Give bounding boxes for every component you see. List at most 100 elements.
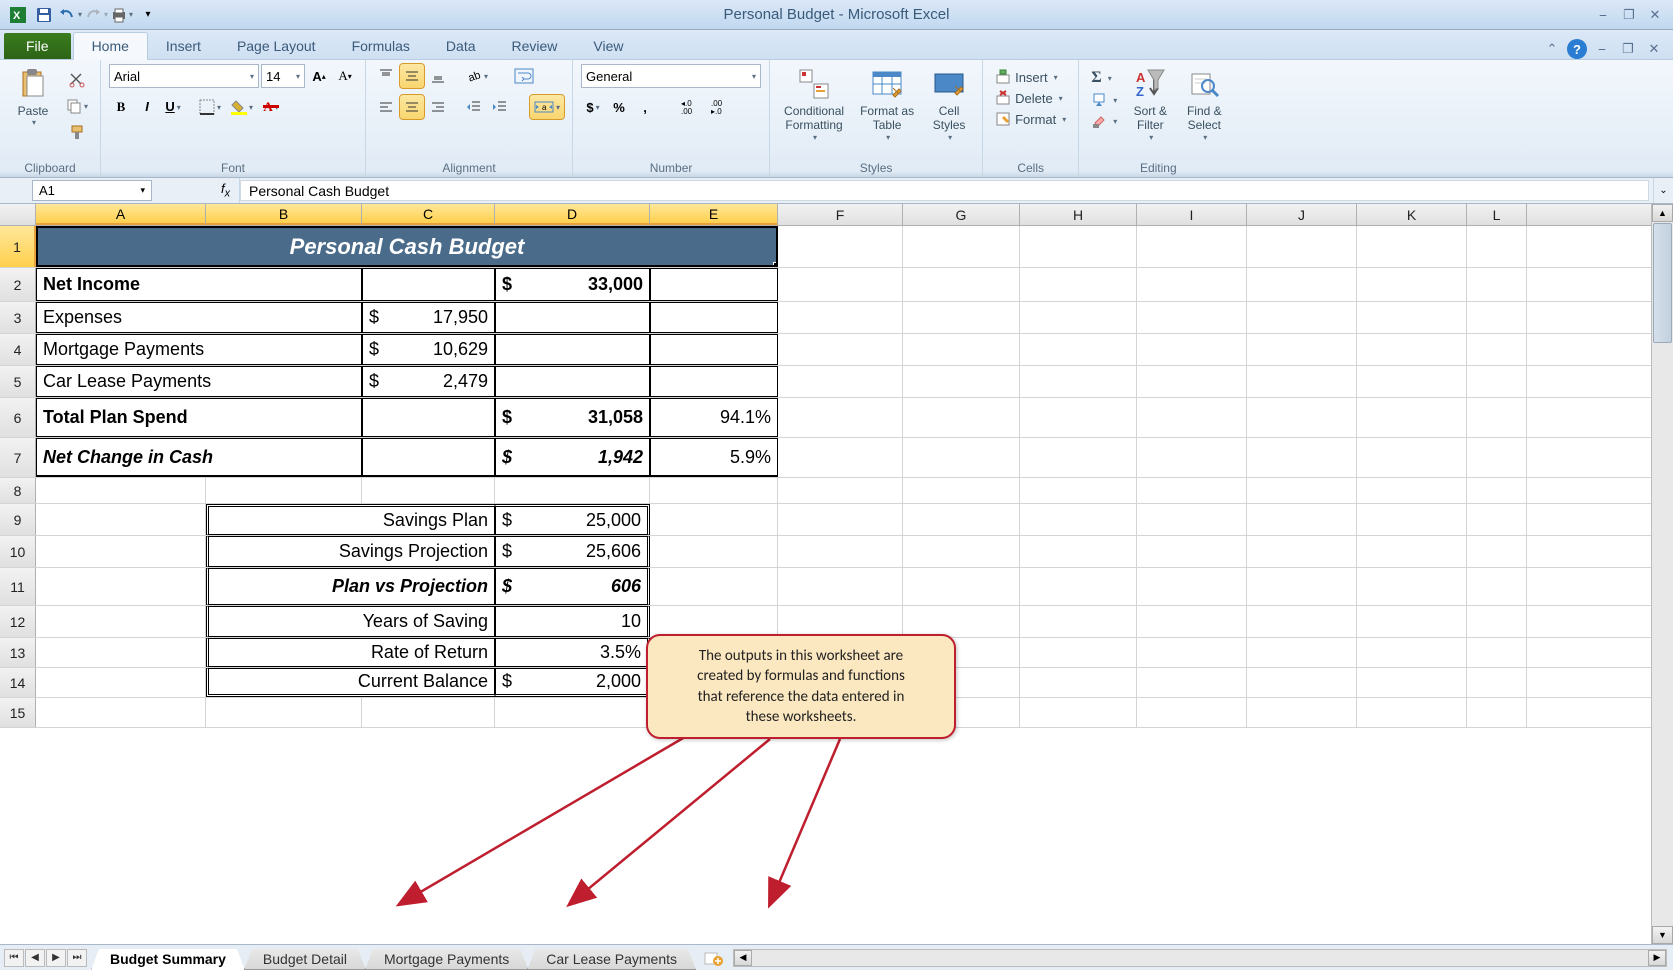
cell-K8[interactable] xyxy=(1357,478,1467,503)
cell-L14[interactable] xyxy=(1467,668,1527,697)
column-header-B[interactable]: B xyxy=(206,204,362,225)
cell-A11[interactable] xyxy=(36,568,206,605)
name-box[interactable]: A1▾ xyxy=(32,180,152,201)
orientation-button[interactable]: ab▾ xyxy=(462,64,492,88)
sheet-nav-last[interactable]: ⏭ xyxy=(67,949,87,967)
cell-D8[interactable] xyxy=(495,478,650,503)
row-header-1[interactable]: 1 xyxy=(0,226,36,267)
scroll-up-button[interactable]: ▲ xyxy=(1652,204,1673,222)
cell-K13[interactable] xyxy=(1357,638,1467,667)
increase-decimal-button[interactable]: ◂.0.00 xyxy=(677,95,705,119)
cell-F12[interactable] xyxy=(778,606,903,637)
cell-styles-button[interactable]: Cell Styles▾ xyxy=(924,64,974,144)
cell-J15[interactable] xyxy=(1247,698,1357,727)
tab-review[interactable]: Review xyxy=(494,33,576,59)
cell-K15[interactable] xyxy=(1357,698,1467,727)
autosum-button[interactable]: Σ▾ xyxy=(1087,68,1121,88)
italic-button[interactable]: I xyxy=(135,95,159,119)
cell-H10[interactable] xyxy=(1020,536,1137,567)
cell-H5[interactable] xyxy=(1020,366,1137,397)
conditional-formatting-button[interactable]: Conditional Formatting▾ xyxy=(778,64,850,144)
sheet-tab-budget-summary[interactable]: Budget Summary xyxy=(91,949,245,970)
cell-G11[interactable] xyxy=(903,568,1020,605)
cell-F1[interactable] xyxy=(778,226,903,267)
clear-button[interactable]: ▾ xyxy=(1087,112,1121,130)
format-as-table-button[interactable]: Format as Table▾ xyxy=(854,64,920,144)
tab-file[interactable]: File xyxy=(4,33,71,59)
cell-J10[interactable] xyxy=(1247,536,1357,567)
cell-I7[interactable] xyxy=(1137,438,1247,477)
save-icon[interactable] xyxy=(32,4,56,26)
cell-H14[interactable] xyxy=(1020,668,1137,697)
cell-I14[interactable] xyxy=(1137,668,1247,697)
paste-button[interactable]: Paste ▾ xyxy=(8,64,58,129)
cell-B14[interactable]: Current Balance xyxy=(206,668,495,697)
cell-H11[interactable] xyxy=(1020,568,1137,605)
cell-I12[interactable] xyxy=(1137,606,1247,637)
row-header-12[interactable]: 12 xyxy=(0,606,36,637)
font-size-select[interactable]: 14▾ xyxy=(261,64,305,88)
cell-J3[interactable] xyxy=(1247,302,1357,333)
cell-B9[interactable]: Savings Plan xyxy=(206,504,495,535)
cell-D11[interactable]: $606 xyxy=(495,568,650,605)
sheet-tab-budget-detail[interactable]: Budget Detail xyxy=(244,949,366,970)
delete-cells-button[interactable]: Delete ▾ xyxy=(991,89,1067,107)
cell-E8[interactable] xyxy=(650,478,778,503)
column-header-K[interactable]: K xyxy=(1357,204,1467,225)
font-color-button[interactable]: A▾ xyxy=(259,95,283,119)
column-header-D[interactable]: D xyxy=(495,204,650,225)
increase-font-button[interactable]: A▴ xyxy=(307,64,331,88)
cell-J9[interactable] xyxy=(1247,504,1357,535)
row-header-7[interactable]: 7 xyxy=(0,438,36,477)
cell-D12[interactable]: 10 xyxy=(495,606,650,637)
decrease-decimal-button[interactable]: .00▸.0 xyxy=(707,95,735,119)
cell-E10[interactable] xyxy=(650,536,778,567)
vertical-scroll-thumb[interactable] xyxy=(1653,223,1672,343)
cell-B11[interactable]: Plan vs Projection xyxy=(206,568,495,605)
cell-H8[interactable] xyxy=(1020,478,1137,503)
cell-H13[interactable] xyxy=(1020,638,1137,667)
scroll-right-button[interactable]: ▶ xyxy=(1648,950,1666,966)
select-all-button[interactable] xyxy=(0,204,36,225)
qat-customize-icon[interactable]: ▾ xyxy=(136,4,160,26)
cell-D2[interactable]: $33,000 xyxy=(495,268,650,301)
cell-A5[interactable]: Car Lease Payments xyxy=(36,366,362,397)
cell-L6[interactable] xyxy=(1467,398,1527,437)
cell-A3[interactable]: Expenses xyxy=(36,302,362,333)
cell-I15[interactable] xyxy=(1137,698,1247,727)
cell-B10[interactable]: Savings Projection xyxy=(206,536,495,567)
column-header-A[interactable]: A xyxy=(36,204,206,225)
bold-button[interactable]: B xyxy=(109,95,133,119)
cell-G10[interactable] xyxy=(903,536,1020,567)
font-name-select[interactable]: Arial▾ xyxy=(109,64,259,88)
wrap-text-button[interactable] xyxy=(510,64,538,88)
cell-K9[interactable] xyxy=(1357,504,1467,535)
cell-E11[interactable] xyxy=(650,568,778,605)
row-header-6[interactable]: 6 xyxy=(0,398,36,437)
cell-K7[interactable] xyxy=(1357,438,1467,477)
close-icon[interactable]: ✕ xyxy=(1643,6,1667,24)
column-header-J[interactable]: J xyxy=(1247,204,1357,225)
scroll-down-button[interactable]: ▼ xyxy=(1652,926,1673,944)
row-header-14[interactable]: 14 xyxy=(0,668,36,697)
cell-I1[interactable] xyxy=(1137,226,1247,267)
cell-D13[interactable]: 3.5% xyxy=(495,638,650,667)
workbook-close-icon[interactable]: ✕ xyxy=(1643,40,1665,58)
cell-A8[interactable] xyxy=(36,478,206,503)
cell-L8[interactable] xyxy=(1467,478,1527,503)
cell-H7[interactable] xyxy=(1020,438,1137,477)
row-header-13[interactable]: 13 xyxy=(0,638,36,667)
tab-page-layout[interactable]: Page Layout xyxy=(219,33,334,59)
cell-K2[interactable] xyxy=(1357,268,1467,301)
cell-H15[interactable] xyxy=(1020,698,1137,727)
row-header-5[interactable]: 5 xyxy=(0,366,36,397)
insert-sheet-button[interactable] xyxy=(699,949,727,967)
column-header-E[interactable]: E xyxy=(650,204,778,225)
cell-L4[interactable] xyxy=(1467,334,1527,365)
cell-J5[interactable] xyxy=(1247,366,1357,397)
cell-C3[interactable]: $17,950 xyxy=(362,302,495,333)
horizontal-scrollbar[interactable]: ◀ ▶ xyxy=(733,949,1667,967)
cell-I5[interactable] xyxy=(1137,366,1247,397)
align-top-button[interactable] xyxy=(374,64,398,88)
cell-F4[interactable] xyxy=(778,334,903,365)
